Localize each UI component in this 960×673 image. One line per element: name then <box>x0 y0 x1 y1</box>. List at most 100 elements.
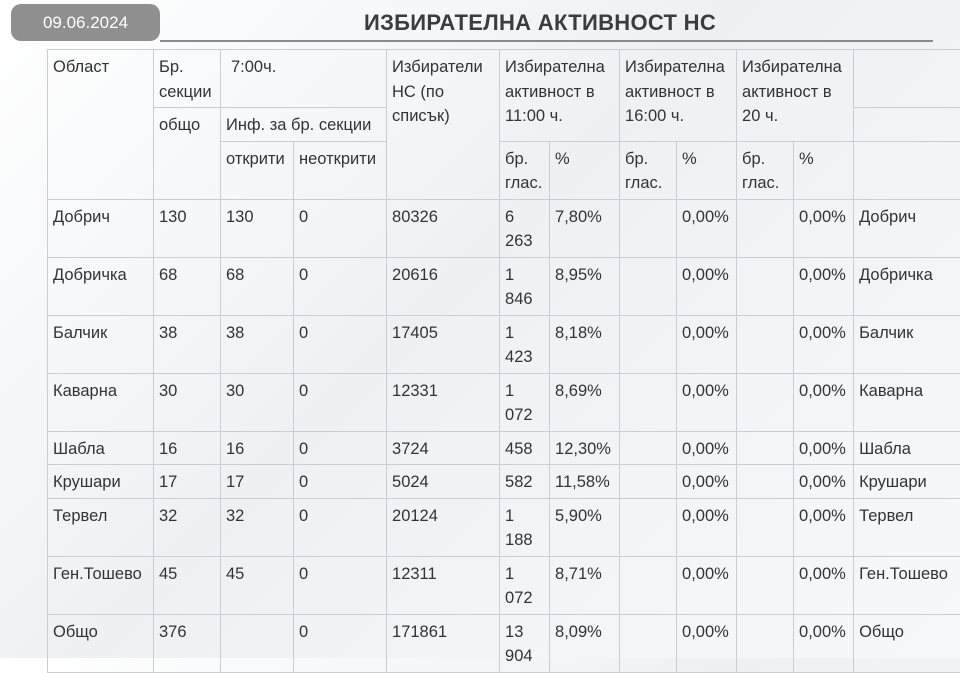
cell-opened: 45 <box>221 556 294 614</box>
cell-votes-11: 582 <box>500 465 550 499</box>
header-not-opened: неоткрити <box>294 141 387 199</box>
cell-pct-16: 0,00% <box>677 556 737 614</box>
header-pct-16: % <box>677 141 737 199</box>
cell-not-opened: 0 <box>294 373 387 431</box>
table-row: Добричка 68 68 0 20616 1 846 8,95% 0,00%… <box>48 257 960 315</box>
cell-votes-20 <box>737 556 794 614</box>
cell-pct-11: 12,30% <box>550 431 620 465</box>
cell-opened: 32 <box>221 498 294 556</box>
cell-pct-11: 8,18% <box>550 315 620 373</box>
cell-opened <box>221 614 294 672</box>
cell-votes-16 <box>620 465 677 499</box>
cell-votes-16 <box>620 614 677 672</box>
cell-pct-20: 0,00% <box>794 614 854 672</box>
header-votes-16: бр. глас. <box>620 141 677 199</box>
header-blank-right-3 <box>854 141 960 199</box>
cell-pct-11: 5,90% <box>550 498 620 556</box>
table-row: Ген.Тошево 45 45 0 12311 1 072 8,71% 0,0… <box>48 556 960 614</box>
cell-opened: 38 <box>221 315 294 373</box>
cell-pct-11: 7,80% <box>550 199 620 257</box>
table-row: Каварна 30 30 0 12331 1 072 8,69% 0,00% … <box>48 373 960 431</box>
header-turnout-20: Избирателна активност в 20 ч. <box>737 50 854 142</box>
cell-total: 17 <box>154 465 221 499</box>
cell-voters: 5024 <box>387 465 500 499</box>
cell-pct-16: 0,00% <box>677 614 737 672</box>
cell-opened: 17 <box>221 465 294 499</box>
table-row: Балчик 38 38 0 17405 1 423 8,18% 0,00% 0… <box>48 315 960 373</box>
cell-not-opened: 0 <box>294 431 387 465</box>
cell-votes-11: 13 904 <box>500 614 550 672</box>
cell-total: 30 <box>154 373 221 431</box>
cell-votes-20 <box>737 465 794 499</box>
cell-region: Шабла <box>48 431 154 465</box>
cell-region-right: Балчик <box>854 315 960 373</box>
cell-opened: 16 <box>221 431 294 465</box>
cell-region-right: Добричка <box>854 257 960 315</box>
cell-not-opened: 0 <box>294 498 387 556</box>
cell-votes-11: 1 846 <box>500 257 550 315</box>
cell-voters: 17405 <box>387 315 500 373</box>
cell-region: Общо <box>48 614 154 672</box>
cell-pct-20: 0,00% <box>794 373 854 431</box>
cell-region: Балчик <box>48 315 154 373</box>
cell-not-opened: 0 <box>294 556 387 614</box>
cell-not-opened: 0 <box>294 465 387 499</box>
cell-votes-16 <box>620 199 677 257</box>
cell-voters: 3724 <box>387 431 500 465</box>
cell-voters: 20616 <box>387 257 500 315</box>
cell-pct-20: 0,00% <box>794 431 854 465</box>
cell-not-opened: 0 <box>294 199 387 257</box>
cell-votes-16 <box>620 431 677 465</box>
cell-pct-11: 8,09% <box>550 614 620 672</box>
cell-region: Тервел <box>48 498 154 556</box>
title-underline <box>160 40 933 42</box>
cell-voters: 80326 <box>387 199 500 257</box>
cell-not-opened: 0 <box>294 614 387 672</box>
header-voters: Избиратели НС (по списък) <box>387 50 500 200</box>
header-votes-11: бр. глас. <box>500 141 550 199</box>
page-title: ИЗБИРАТЕЛНА АКТИВНОСТ НС <box>240 10 840 36</box>
cell-total: 16 <box>154 431 221 465</box>
cell-votes-20 <box>737 257 794 315</box>
date-badge: 09.06.2024 <box>11 4 160 41</box>
cell-votes-16 <box>620 315 677 373</box>
cell-votes-16 <box>620 498 677 556</box>
cell-votes-20 <box>737 614 794 672</box>
header-blank-right <box>854 50 960 108</box>
cell-pct-16: 0,00% <box>677 199 737 257</box>
cell-pct-16: 0,00% <box>677 373 737 431</box>
header-turnout-16: Избирателна активност в 16:00 ч. <box>620 50 737 142</box>
cell-votes-16 <box>620 556 677 614</box>
cell-pct-11: 8,71% <box>550 556 620 614</box>
cell-votes-16 <box>620 373 677 431</box>
cell-region-right: Каварна <box>854 373 960 431</box>
cell-votes-11: 6 263 <box>500 199 550 257</box>
cell-total: 38 <box>154 315 221 373</box>
cell-total: 32 <box>154 498 221 556</box>
table-header: Област Бр. секции 7:00ч. Избиратели НС (… <box>48 50 960 200</box>
header-time-7: 7:00ч. <box>221 50 387 108</box>
table-row-total: Общо 376 0 171861 13 904 8,09% 0,00% 0,0… <box>48 614 960 672</box>
cell-opened: 30 <box>221 373 294 431</box>
cell-pct-20: 0,00% <box>794 199 854 257</box>
cell-pct-11: 8,69% <box>550 373 620 431</box>
cell-votes-11: 1 188 <box>500 498 550 556</box>
cell-not-opened: 0 <box>294 315 387 373</box>
table-row: Добрич 130 130 0 80326 6 263 7,80% 0,00%… <box>48 199 960 257</box>
cell-not-opened: 0 <box>294 257 387 315</box>
cell-pct-16: 0,00% <box>677 498 737 556</box>
cell-votes-20 <box>737 373 794 431</box>
cell-pct-11: 8,95% <box>550 257 620 315</box>
table-row: Тервел 32 32 0 20124 1 188 5,90% 0,00% 0… <box>48 498 960 556</box>
cell-votes-20 <box>737 315 794 373</box>
cell-voters: 12331 <box>387 373 500 431</box>
cell-region: Каварна <box>48 373 154 431</box>
cell-voters: 171861 <box>387 614 500 672</box>
cell-voters: 12311 <box>387 556 500 614</box>
cell-region: Ген.Тошево <box>48 556 154 614</box>
cell-votes-11: 458 <box>500 431 550 465</box>
header-pct-20: % <box>794 141 854 199</box>
header-opened: открити <box>221 141 294 199</box>
cell-region-right: Добрич <box>854 199 960 257</box>
cell-pct-16: 0,00% <box>677 465 737 499</box>
